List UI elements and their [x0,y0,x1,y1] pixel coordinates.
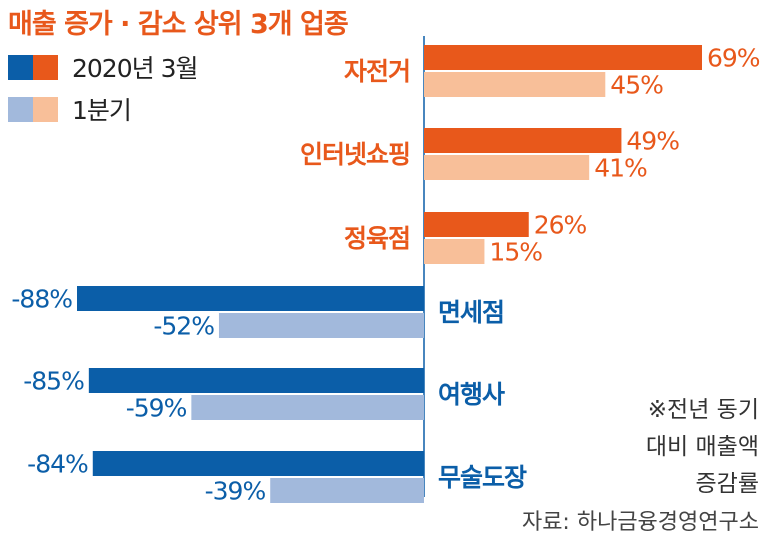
category-label-2: 정육점 [344,224,410,253]
category-label-4: 여행사 [438,380,505,409]
data-label-march-0: 69% [707,44,760,73]
source-credit: 자료: 하나금융경영연구소 [521,510,759,535]
bar-march-3 [77,286,424,311]
bar-q1-4 [191,395,424,420]
footnote: ※전년 동기 대비 매출액 증감률 [646,392,759,503]
footnote-line-1: ※전년 동기 [647,397,759,423]
legend-swatch-q1-increase [33,96,58,122]
bar-q1-0 [424,72,606,97]
bar-march-4 [88,368,425,393]
data-label-march-3: -88% [11,285,72,314]
category-label-1: 인터넷쇼핑 [300,140,410,169]
data-label-march-1: 49% [626,127,679,156]
data-label-q1-4: -59% [126,394,187,423]
footnote-line-3: 증감률 [695,471,759,497]
legend: 2020년 3월 1분기 [8,50,198,134]
bar-q1-3 [218,313,424,338]
bar-march-5 [92,451,424,476]
data-label-q1-5: -39% [205,477,266,506]
data-label-march-5: -84% [27,450,88,479]
data-label-q1-3: -52% [153,312,214,341]
bar-march-1 [424,128,622,153]
footnote-line-2: 대비 매출액 [645,434,759,460]
chart-title: 매출 증가 · 감소 상위 3개 업종 [8,9,349,40]
legend-swatch-q1-decrease [8,96,33,122]
category-label-0: 자전거 [344,57,410,86]
data-label-march-2: 26% [534,211,587,240]
legend-swatch-march-increase [33,54,58,80]
legend-swatch-march-decrease [8,54,33,80]
bar-march-0 [424,45,702,70]
category-label-3: 면세점 [438,298,504,327]
category-label-5: 무술도장 [438,463,527,492]
data-label-q1-1: 41% [594,154,647,183]
data-label-q1-2: 15% [489,238,542,267]
bar-march-2 [424,212,529,237]
bar-q1-5 [270,478,424,503]
data-label-march-4: -85% [23,367,84,396]
legend-label-march: 2020년 3월 [72,54,198,83]
bar-q1-2 [424,239,485,264]
legend-label-q1: 1분기 [72,96,132,125]
bar-q1-1 [424,155,590,180]
legend-item-march: 2020년 3월 [8,50,198,84]
data-label-q1-0: 45% [610,71,663,100]
legend-item-q1: 1분기 [8,92,197,126]
